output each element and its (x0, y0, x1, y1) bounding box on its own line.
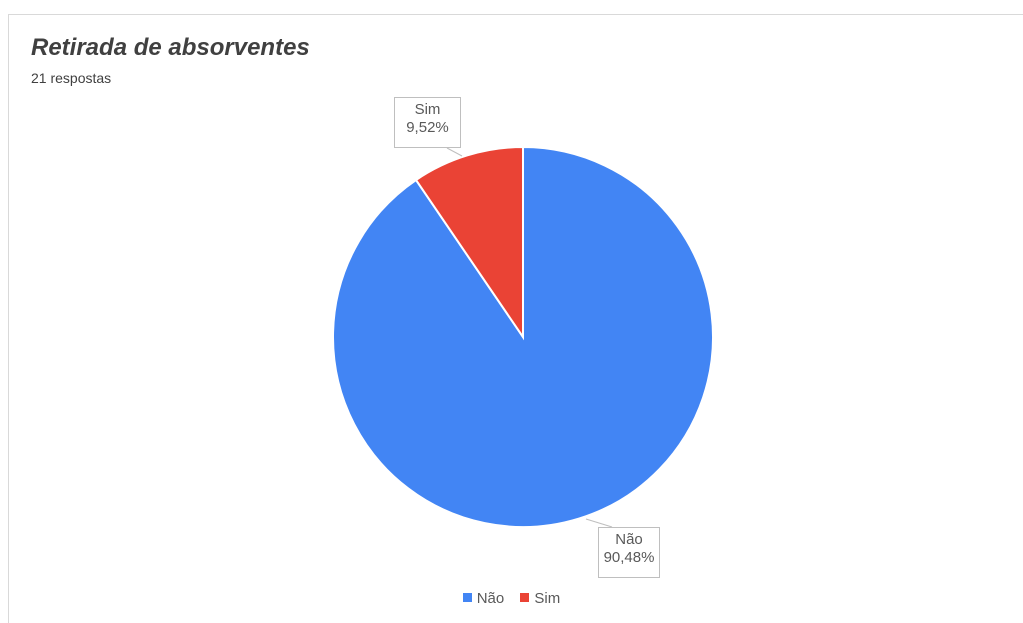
data-label-sim: Sim 9,52% (394, 97, 461, 148)
legend: Não Sim (0, 590, 1023, 607)
data-label-nao: Não 90,48% (598, 527, 660, 578)
pie-slice-sim (414, 145, 524, 341)
chart-title: Retirada de absorventes (31, 34, 310, 61)
legend-item-nao: Não (462, 590, 505, 607)
legend-label-sim: Sim (534, 590, 561, 607)
legend-swatch-sim (520, 593, 530, 602)
leader-line-sim (446, 147, 463, 157)
legend-swatch-nao (462, 593, 472, 602)
data-label-nao-name: Não (615, 531, 643, 548)
data-label-nao-value: 90,48% (603, 549, 655, 566)
leader-line-nao (585, 518, 613, 528)
data-label-sim-name: Sim (414, 101, 441, 118)
data-label-sim-value: 9,52% (406, 119, 449, 136)
chart-card (8, 14, 1023, 623)
legend-item-sim: Sim (520, 590, 560, 607)
legend-label-nao: Não (476, 590, 505, 607)
chart-subtitle: 21 respostas (31, 70, 112, 86)
